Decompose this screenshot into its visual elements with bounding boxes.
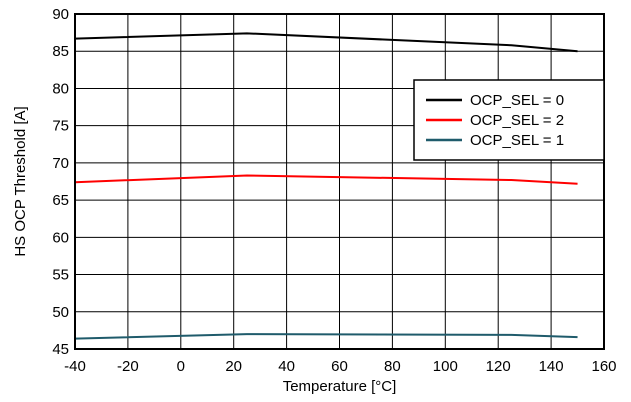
x-tick-label: 80: [384, 358, 401, 375]
y-tick-label: 60: [52, 229, 69, 246]
x-tick-label: 40: [278, 358, 295, 375]
x-tick-label: 0: [177, 358, 185, 375]
y-tick-labels: 45 50 55 60 65 70 75 80 85 90: [52, 6, 69, 358]
y-tick-label: 70: [52, 155, 69, 172]
y-axis-label: HS OCP Threshold [A]: [12, 106, 29, 256]
x-tick-labels: -40 -20 0 20 40 60 80 100 120 140 160: [64, 358, 616, 375]
legend: OCP_SEL = 0 OCP_SEL = 2 OCP_SEL = 1: [413, 79, 605, 161]
x-tick-label: -40: [64, 358, 86, 375]
x-tick-label: 120: [486, 358, 511, 375]
series-line-0: [74, 32, 578, 53]
series-line-2: [74, 333, 578, 340]
y-tick-label: 80: [52, 80, 69, 97]
x-axis-label: Temperature [°C]: [283, 378, 397, 395]
plot-frame: [74, 13, 605, 350]
y-tick-label: 45: [52, 341, 69, 358]
y-tick-label: 50: [52, 304, 69, 321]
series-line-1: [74, 174, 578, 185]
x-tick-label: 100: [433, 358, 458, 375]
legend-label-1: OCP_SEL = 2: [470, 112, 564, 129]
y-tick-label: 85: [52, 43, 69, 60]
y-tick-label: 65: [52, 192, 69, 209]
y-tick-label: 90: [52, 6, 69, 23]
y-tick-label: 75: [52, 118, 69, 135]
x-tick-label: 140: [539, 358, 564, 375]
x-tick-label: 60: [331, 358, 348, 375]
x-tick-label: 160: [591, 358, 616, 375]
legend-label-0: OCP_SEL = 0: [470, 92, 564, 109]
x-tick-label: 20: [225, 358, 242, 375]
y-tick-label: 55: [52, 267, 69, 284]
legend-label-2: OCP_SEL = 1: [470, 132, 564, 149]
series-lines: [74, 32, 578, 340]
x-tick-label: -20: [117, 358, 139, 375]
